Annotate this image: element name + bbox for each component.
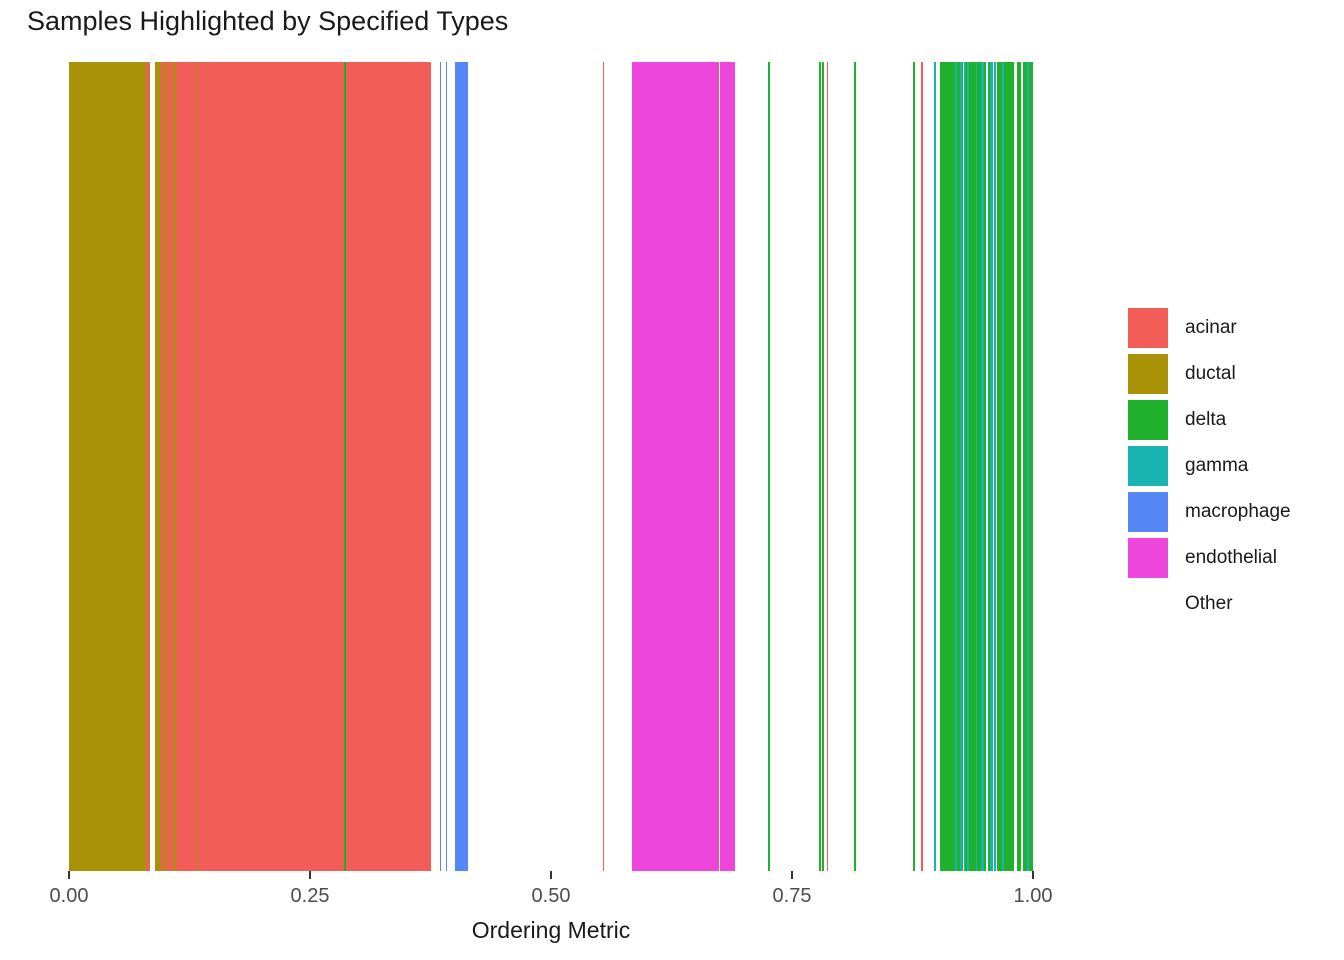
legend-swatch <box>1128 446 1168 486</box>
legend-label: ductal <box>1185 363 1236 384</box>
sample-stripe-gamma <box>1001 62 1004 871</box>
sample-stripe-delta <box>997 62 1002 871</box>
sample-stripe-gamma <box>990 62 993 871</box>
chart-title: Samples Highlighted by Specified Types <box>27 6 509 36</box>
sample-stripe-delta <box>977 62 981 871</box>
sample-stripe-delta <box>1016 62 1022 871</box>
sample-stripe-acinar <box>345 62 431 871</box>
x-axis: 0.00 0.25 0.50 0.75 1.00 <box>50 871 1052 921</box>
legend-item-gamma: gamma <box>1128 446 1291 486</box>
sample-stripe-ductal <box>154 62 160 871</box>
sample-stripe-acinar <box>920 62 923 871</box>
sample-stripe-acinar <box>175 62 197 871</box>
sample-stripe-ductal <box>170 62 172 871</box>
sample-stripe-gamma <box>975 62 978 871</box>
legend-swatch <box>1128 400 1168 440</box>
legend-swatch <box>1128 492 1168 532</box>
sample-stripe-gamma <box>966 62 970 871</box>
sample-stripe-delta <box>821 62 824 871</box>
sample-stripe-delta <box>961 62 964 871</box>
x-axis-tick-label: 0.75 <box>772 885 812 907</box>
sample-stripe-delta <box>983 62 987 871</box>
legend: acinar ductal delta gamma macrophage endothel… <box>1128 308 1291 624</box>
sample-stripe-acinar <box>197 62 345 871</box>
sample-stripe-delta <box>854 62 856 871</box>
legend-label: delta <box>1185 409 1227 430</box>
sample-stripe-ductal <box>165 62 168 871</box>
sample-stripe-acinar <box>171 62 174 871</box>
legend-swatch <box>1128 538 1168 578</box>
sample-stripe-delta <box>969 62 976 871</box>
sample-stripe-macrophage <box>454 62 468 871</box>
sample-stripe-endothelial <box>719 62 736 871</box>
sample-stripe-gamma <box>954 62 958 871</box>
legend-item-other: Other <box>1128 584 1291 624</box>
legend-item-macrophage: macrophage <box>1128 492 1291 532</box>
legend-label: macrophage <box>1185 501 1291 522</box>
sample-stripe-delta <box>987 62 990 871</box>
x-axis-label: Ordering Metric <box>471 917 631 943</box>
legend-item-delta: delta <box>1128 400 1291 440</box>
sample-stripe-acinar <box>160 62 163 871</box>
sample-stripe-macrophage <box>446 62 448 871</box>
sample-stripe-ductal <box>196 62 198 871</box>
legend-label: Other <box>1185 593 1233 614</box>
sample-stripe-delta <box>1003 62 1014 871</box>
sample-stripe-acinar <box>717 62 720 871</box>
legend-swatch <box>1128 308 1168 348</box>
sample-stripe-ductal <box>69 62 147 871</box>
sample-stripe-acinar <box>167 62 171 871</box>
legend-swatch <box>1128 584 1168 624</box>
sample-stripe-endothelial <box>631 62 718 871</box>
x-axis-tick-label: 0.00 <box>49 885 89 907</box>
legend-label: gamma <box>1185 455 1249 476</box>
plot-area <box>69 62 1033 871</box>
x-axis-tick <box>309 871 311 879</box>
sample-stripe-ductal <box>162 62 164 871</box>
sample-stripe-acinar <box>826 62 828 871</box>
legend-item-endothelial: endothelial <box>1128 538 1291 578</box>
sample-stripe-gamma <box>980 62 984 871</box>
sample-stripe-acinar <box>163 62 166 871</box>
sample-stripe-delta <box>768 62 770 871</box>
sample-stripe-delta <box>819 62 821 871</box>
legend-swatch <box>1128 354 1168 394</box>
sample-stripe-gamma <box>1027 62 1029 871</box>
sample-stripe-acinar <box>146 62 149 871</box>
sample-stripe-macrophage <box>440 62 442 871</box>
x-axis-tick <box>68 871 70 879</box>
sample-stripe-delta <box>1028 62 1033 871</box>
sample-stripe-gamma <box>959 62 962 871</box>
sample-stripe-gamma <box>934 62 936 871</box>
legend-label: endothelial <box>1185 547 1277 568</box>
sample-stripe-ductal <box>173 62 176 871</box>
legend-label: acinar <box>1185 317 1237 338</box>
x-axis-tick-label: 1.00 <box>1013 885 1053 907</box>
x-axis-tick-label: 0.50 <box>531 885 571 907</box>
x-axis-tick <box>550 871 552 879</box>
x-axis-tick <box>1032 871 1034 879</box>
sample-stripe-ductal <box>148 62 151 871</box>
legend-item-acinar: acinar <box>1128 308 1291 348</box>
sample-stripe-acinar <box>602 62 605 871</box>
legend-item-ductal: ductal <box>1128 354 1291 394</box>
x-axis-tick <box>791 871 793 879</box>
sample-stripe-gamma <box>963 62 965 871</box>
sample-stripe-gamma <box>993 62 996 871</box>
sample-stripe-delta <box>913 62 915 871</box>
sample-stripe-delta <box>1023 62 1027 871</box>
sample-stripe-delta <box>957 62 960 871</box>
x-axis-tick-label: 0.25 <box>290 885 330 907</box>
sample-stripe-delta <box>940 62 955 871</box>
sample-stripe-delta <box>964 62 967 871</box>
sample-stripe-delta <box>344 62 346 871</box>
